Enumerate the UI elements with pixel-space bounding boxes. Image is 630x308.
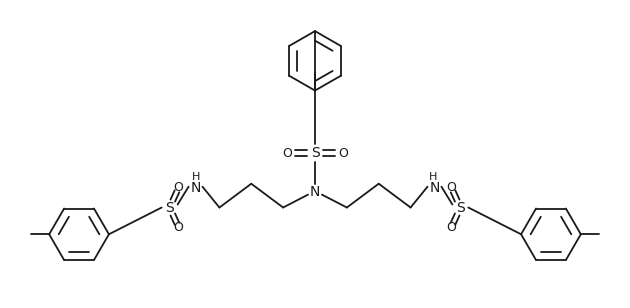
Text: H: H — [192, 172, 201, 182]
Text: N: N — [190, 181, 201, 195]
Text: N: N — [429, 181, 440, 195]
Text: N: N — [310, 185, 320, 199]
Text: S: S — [456, 201, 465, 214]
Text: O: O — [447, 181, 456, 194]
Text: O: O — [338, 147, 348, 160]
Text: O: O — [174, 181, 183, 194]
Text: S: S — [165, 201, 174, 214]
Text: S: S — [311, 146, 319, 160]
Text: H: H — [429, 172, 438, 182]
Text: O: O — [447, 221, 456, 234]
Text: O: O — [174, 221, 183, 234]
Text: O: O — [282, 147, 292, 160]
